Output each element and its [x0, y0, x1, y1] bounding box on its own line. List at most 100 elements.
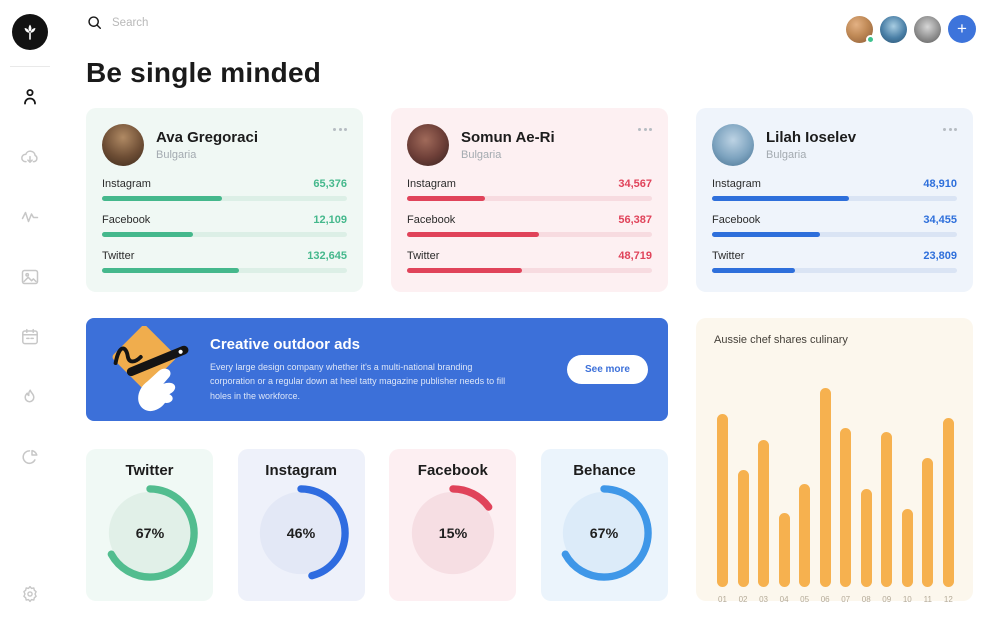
profile-country: Bulgaria — [766, 149, 807, 161]
cloud-download-icon[interactable] — [18, 145, 42, 169]
sidebar-nav — [18, 85, 42, 469]
gauge-card: Instagram 46% — [237, 449, 365, 601]
stat-label: Instagram — [407, 178, 456, 190]
activity-icon[interactable] — [18, 205, 42, 229]
profile-avatar[interactable] — [102, 124, 144, 166]
progress-bar-fill — [712, 268, 796, 273]
bar — [799, 484, 811, 587]
stat-row: Facebook 56,387 — [407, 214, 652, 237]
profile-stats: Instagram 65,376 Facebook 12,109 Twitter 132,… — [102, 178, 347, 273]
bar — [840, 428, 852, 587]
fire-icon[interactable] — [18, 385, 42, 409]
bar — [778, 513, 790, 587]
see-more-button[interactable]: See more — [566, 355, 648, 384]
gauge-title: Facebook — [417, 462, 488, 479]
gauge-card: Behance 67% — [540, 449, 668, 601]
search-icon — [88, 16, 102, 30]
gauge-percent: 15% — [439, 526, 468, 542]
bar-column: 07 — [840, 428, 852, 605]
profile-avatar[interactable] — [712, 124, 754, 166]
bar-x-label: 11 — [923, 595, 932, 604]
bar-x-label: 03 — [759, 595, 769, 604]
gauge-title: Instagram — [265, 462, 337, 479]
user-avatar-2[interactable] — [880, 15, 907, 43]
bar — [881, 432, 893, 587]
sidebar-divider — [10, 66, 50, 67]
bar-column: 02 — [737, 470, 749, 605]
online-status-dot — [866, 34, 875, 44]
stat-row: Twitter 23,809 — [712, 250, 957, 273]
gauge-percent: 46% — [287, 526, 316, 542]
bar-column: 01 — [717, 414, 728, 605]
stat-value: 34,567 — [618, 178, 652, 190]
stat-row: Facebook 12,109 — [102, 214, 347, 237]
profile-identity: Lilah Ioselev Bulgaria — [766, 129, 856, 161]
bar — [901, 509, 913, 587]
bar — [942, 418, 954, 587]
progress-bar-fill — [407, 268, 523, 273]
bar-x-label: 02 — [738, 595, 748, 604]
stat-value: 48,719 — [618, 250, 652, 262]
bar-column: 11 — [922, 458, 934, 605]
profile-country: Bulgaria — [156, 149, 197, 161]
bar — [758, 440, 770, 587]
user-profile-icon[interactable] — [18, 85, 42, 109]
promo-banner: Creative outdoor ads Every large design … — [86, 318, 668, 421]
chart-title: Aussie chef shares culinary — [714, 334, 848, 346]
progress-bar-track — [407, 232, 652, 237]
gauge-ring: 46% — [253, 485, 349, 581]
progress-bar-track — [712, 196, 957, 201]
profile-cards-row: Ava Gregoraci Bulgaria Instagram 65,376 Face… — [86, 108, 973, 292]
stat-row: Instagram 34,567 — [407, 178, 652, 201]
banner-text: Creative outdoor ads Every large design … — [210, 336, 518, 403]
progress-bar-track — [712, 232, 957, 237]
profile-name: Lilah Ioselev — [766, 129, 857, 146]
stat-row: Twitter 48,719 — [407, 250, 652, 273]
bar-x-label: 10 — [902, 595, 912, 604]
progress-bar-track — [102, 268, 347, 273]
main-content: Be single minded Ava Gregoraci Bulgaria In… — [86, 56, 973, 604]
profile-card: Lilah Ioselev Bulgaria Instagram 48,910 Face… — [696, 108, 973, 292]
add-button[interactable]: + — [948, 15, 976, 43]
stat-value: 48,910 — [923, 178, 957, 190]
settings-icon[interactable] — [18, 582, 42, 606]
pie-chart-icon[interactable] — [18, 445, 42, 469]
gauge-title: Twitter — [125, 462, 174, 479]
stat-row: Instagram 48,910 — [712, 178, 957, 201]
bar-column: 06 — [819, 388, 831, 605]
banner-body: Every large design company whether it's … — [210, 361, 506, 401]
bar-x-label: 06 — [820, 595, 830, 604]
calendar-icon[interactable] — [18, 325, 42, 349]
stat-label: Instagram — [102, 178, 151, 190]
profile-stats: Instagram 48,910 Facebook 34,455 Twitter 23,8… — [712, 178, 957, 273]
profile-avatar[interactable] — [407, 124, 449, 166]
image-icon[interactable] — [18, 265, 42, 289]
search-input[interactable] — [112, 16, 262, 29]
gauge-percent: 67% — [590, 526, 619, 542]
gauge-ring: 15% — [405, 485, 501, 581]
progress-bar-fill — [102, 268, 240, 273]
gauge-title: Behance — [573, 462, 636, 479]
page-title: Be single minded — [86, 57, 322, 88]
more-options-button[interactable] — [333, 124, 347, 135]
bar-x-label: 07 — [841, 595, 851, 604]
stat-label: Twitter — [407, 250, 440, 262]
topbar-user-area: + — [846, 15, 976, 44]
user-avatar-1[interactable] — [846, 15, 875, 44]
user-avatar-3[interactable] — [914, 15, 941, 43]
search-bar — [86, 14, 262, 31]
stat-value: 132,645 — [307, 250, 347, 262]
progress-bar-track — [102, 232, 347, 237]
bar — [860, 489, 872, 587]
progress-bar-track — [407, 268, 652, 273]
more-options-button[interactable] — [638, 124, 652, 135]
gauge-card: Facebook 15% — [389, 449, 517, 601]
bar-column: 05 — [799, 484, 811, 605]
more-options-button[interactable] — [943, 124, 957, 135]
profile-card: Somun Ae-Ri Bulgaria Instagram 34,567 Facebo… — [391, 108, 668, 292]
stat-label: Instagram — [712, 178, 761, 190]
app-logo[interactable] — [12, 14, 48, 50]
bar-chart: 01 02 03 04 05 06 07 08 09 10 11 12 — [714, 372, 957, 605]
stat-value: 65,376 — [313, 178, 347, 190]
bar-chart-card: Aussie chef shares culinary 01 02 03 04 05 06… — [696, 318, 973, 604]
